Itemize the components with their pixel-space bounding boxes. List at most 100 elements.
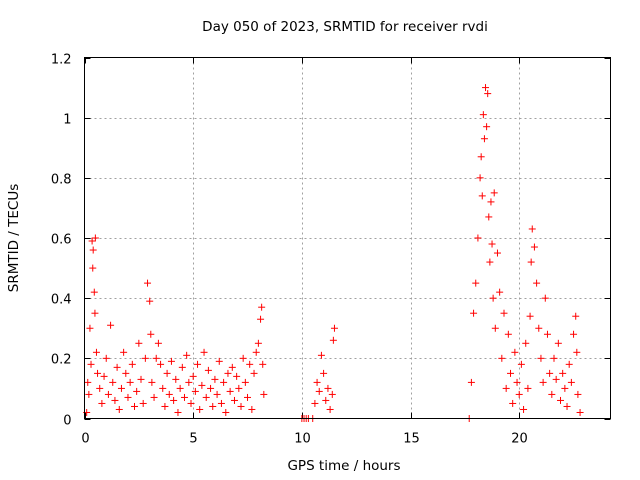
data-point	[246, 360, 254, 368]
data-point	[317, 351, 325, 359]
data-point	[139, 399, 147, 407]
data-point	[480, 135, 488, 143]
y-tick-label: 0.8	[51, 173, 72, 188]
data-point	[228, 363, 236, 371]
data-point	[167, 357, 175, 365]
data-point	[483, 123, 491, 131]
data-point	[187, 399, 195, 407]
data-point	[484, 90, 492, 98]
data-point	[479, 111, 487, 119]
data-point	[211, 375, 219, 383]
chart-title: Day 050 of 2023, SRMTID for receiver rvd…	[202, 19, 488, 35]
data-point	[517, 360, 525, 368]
data-point	[89, 246, 97, 254]
data-point	[548, 390, 556, 398]
data-point	[239, 354, 247, 362]
data-point	[511, 348, 519, 356]
data-point	[250, 369, 258, 377]
data-point	[486, 258, 494, 266]
data-point	[194, 360, 202, 368]
data-point	[170, 396, 178, 404]
data-point	[98, 399, 106, 407]
data-point	[135, 339, 143, 347]
data-point	[120, 348, 128, 356]
data-point	[198, 381, 206, 389]
data-point	[570, 330, 578, 338]
data-point	[330, 324, 338, 332]
data-point	[100, 372, 108, 380]
data-point	[576, 408, 584, 416]
data-point	[154, 339, 162, 347]
data-point	[185, 378, 193, 386]
data-point	[504, 330, 512, 338]
data-point	[147, 330, 155, 338]
data-point	[326, 405, 334, 413]
data-point	[507, 369, 515, 377]
data-points	[83, 84, 584, 422]
data-point	[90, 288, 98, 296]
data-point	[159, 384, 167, 392]
data-point	[176, 384, 184, 392]
tick-labels: 0 0.2 0.4 0.6 0.8 1 1.2 0 5 10 15 20	[51, 53, 528, 447]
data-point	[172, 375, 180, 383]
data-point	[543, 330, 551, 338]
data-point	[259, 360, 267, 368]
data-point	[94, 369, 102, 377]
data-point	[126, 378, 134, 386]
data-point	[178, 363, 186, 371]
data-point	[102, 354, 110, 362]
data-point	[572, 312, 580, 320]
data-point	[485, 213, 493, 221]
data-point	[165, 390, 173, 398]
data-point	[493, 249, 501, 257]
data-point	[157, 360, 165, 368]
data-point	[161, 402, 169, 410]
data-point	[115, 405, 123, 413]
data-point	[174, 408, 182, 416]
data-point	[476, 174, 484, 182]
y-tick-label: 0	[63, 414, 71, 429]
data-point	[478, 192, 486, 200]
data-point	[487, 198, 495, 206]
data-point	[213, 390, 221, 398]
y-axis-label: SRMTID / TECUs	[6, 184, 22, 292]
x-axis-label: GPS time / hours	[287, 458, 400, 474]
data-point	[311, 399, 319, 407]
data-point	[474, 234, 482, 242]
x-tick-label: 10	[294, 432, 311, 447]
x-tick-label: 20	[511, 432, 528, 447]
data-point	[559, 369, 567, 377]
data-point	[322, 396, 330, 404]
data-point	[546, 369, 554, 377]
data-point	[104, 390, 112, 398]
data-point	[124, 393, 132, 401]
data-point	[109, 378, 117, 386]
data-point	[113, 363, 121, 371]
data-point	[313, 378, 321, 386]
x-tick-label: 0	[81, 432, 89, 447]
data-point	[574, 390, 582, 398]
data-point	[207, 384, 215, 392]
data-point	[329, 336, 337, 344]
data-point	[202, 393, 210, 401]
data-point	[137, 375, 145, 383]
data-point	[500, 309, 508, 317]
data-point	[498, 354, 506, 362]
data-point	[320, 369, 328, 377]
y-tick-label: 1.2	[51, 53, 72, 68]
data-point	[527, 258, 535, 266]
axis-ticks	[84, 57, 611, 420]
data-point	[130, 402, 138, 410]
data-point	[107, 321, 115, 329]
data-point	[563, 402, 571, 410]
data-point	[196, 405, 204, 413]
data-point	[524, 384, 532, 392]
data-point	[209, 402, 217, 410]
plot-frame	[84, 57, 611, 419]
data-point	[482, 84, 490, 92]
data-point	[315, 387, 323, 395]
data-point	[111, 396, 119, 404]
data-point	[515, 390, 523, 398]
data-point	[122, 369, 130, 377]
